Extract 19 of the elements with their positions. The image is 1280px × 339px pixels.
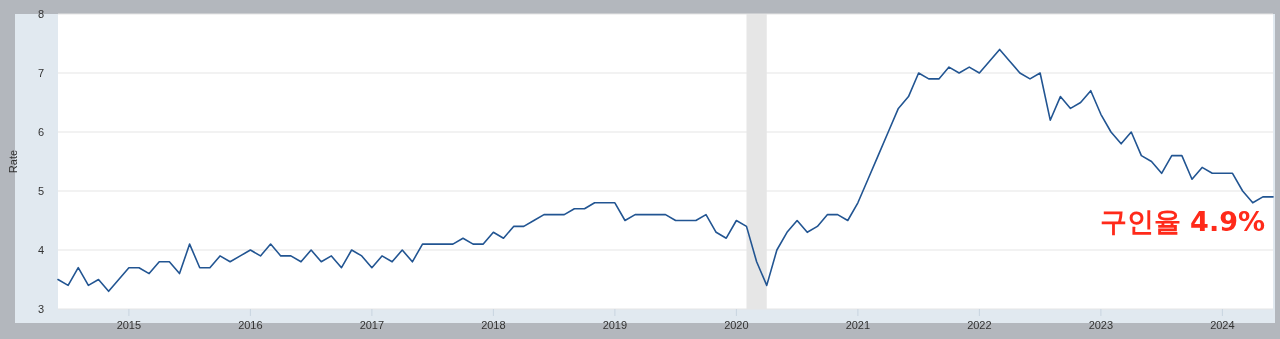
y-tick-label: 8 <box>37 8 45 20</box>
x-tick-label: 2017 <box>359 319 385 331</box>
y-tick-label: 4 <box>37 244 45 256</box>
x-tick-label: 2015 <box>116 319 142 331</box>
y-tick-label: 6 <box>37 126 45 138</box>
line-series <box>57 48 1274 293</box>
y-tick-label: 3 <box>37 303 45 315</box>
x-tick-label: 2016 <box>238 319 263 331</box>
x-tick-label: 2024 <box>1210 319 1235 331</box>
annotation: 구인율 4.9% <box>1099 206 1265 237</box>
x-tick-label: 2019 <box>602 319 628 331</box>
y-tick-label: 7 <box>37 67 45 79</box>
y-axis-title: Rate <box>7 149 19 174</box>
x-tick-label: 2022 <box>967 319 992 331</box>
x-tick-label: 2021 <box>845 319 871 331</box>
x-tick-label: 2020 <box>724 319 749 331</box>
x-tick-label: 2023 <box>1088 319 1114 331</box>
y-tick-label: 5 <box>37 185 45 197</box>
x-tick-label: 2018 <box>481 319 506 331</box>
